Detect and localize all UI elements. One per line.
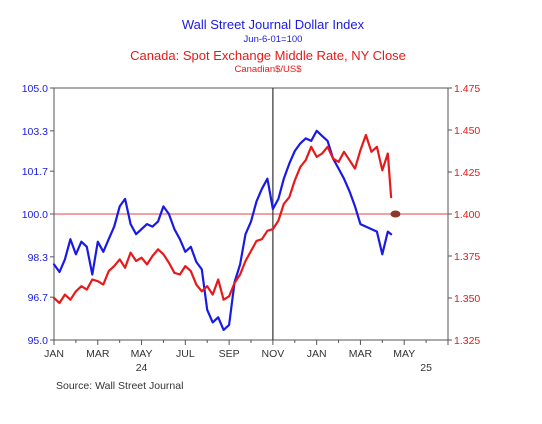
left-tick-label: 98.3	[28, 252, 49, 264]
series-line-cad-usd	[52, 133, 393, 305]
right-tick-label: 1.425	[454, 167, 480, 179]
year-label: 24	[136, 362, 148, 374]
chart-subtitle-2: Canadian$/US$	[234, 64, 302, 75]
chart-title: Wall Street Journal Dollar Index	[182, 17, 365, 32]
x-tick-label: JAN	[307, 348, 327, 360]
x-tick-label: MAR	[86, 348, 110, 360]
x-tick-label: JUL	[176, 348, 195, 360]
right-tick-label: 1.450	[454, 125, 480, 137]
endpoint-marker	[390, 210, 401, 218]
left-tick-label: 96.7	[28, 292, 49, 304]
right-tick-label: 1.375	[454, 251, 480, 263]
right-tick-label: 1.400	[454, 209, 480, 221]
right-tick-label: 1.475	[454, 83, 480, 95]
series-line-dollar-index	[52, 129, 393, 331]
left-tick-label: 103.3	[22, 126, 48, 138]
right-axis: 1.325 1.350 1.375 1.400 1.425 1.450 1.475	[448, 83, 480, 347]
right-tick-label: 1.325	[454, 335, 480, 347]
source-note: Source: Wall Street Journal	[56, 380, 183, 392]
left-tick-label: 100.0	[22, 209, 48, 221]
series-layer	[52, 129, 393, 331]
chart-subtitle: Jun-6-01=100	[244, 34, 303, 45]
x-tick-label: MAY	[131, 348, 153, 360]
year-label: 25	[420, 362, 432, 374]
left-axis: 95.0 96.7 98.3 100.0 101.7 103.3 105.0	[22, 83, 54, 347]
x-tick-label: JAN	[44, 348, 64, 360]
left-tick-label: 95.0	[28, 335, 49, 347]
x-tick-label: NOV	[262, 348, 285, 360]
x-tick-label: MAY	[393, 348, 415, 360]
chart-title-2: Canada: Spot Exchange Middle Rate, NY Cl…	[130, 48, 406, 63]
x-tick-label: MAR	[349, 348, 373, 360]
left-tick-label: 101.7	[22, 166, 48, 178]
right-tick-label: 1.350	[454, 293, 480, 305]
x-tick-label: SEP	[219, 348, 240, 360]
left-tick-label: 105.0	[22, 83, 48, 95]
x-axis: JAN MAR MAY JUL SEP NOV JAN MAR MAY 24 25	[44, 340, 449, 374]
